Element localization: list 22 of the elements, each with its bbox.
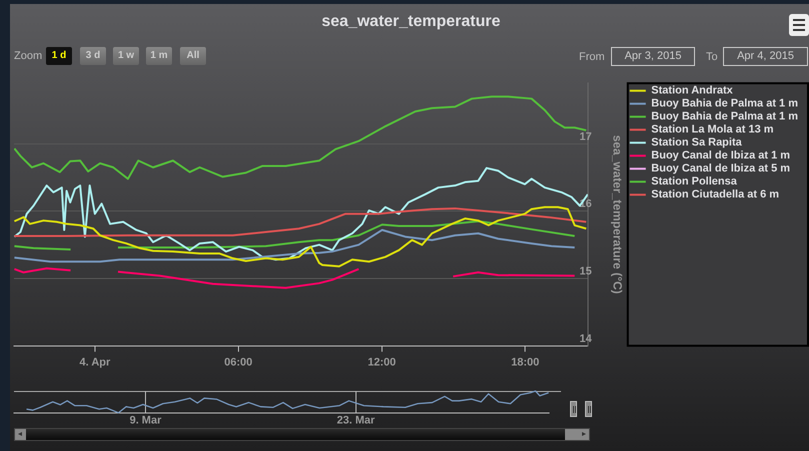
text: To bbox=[706, 50, 718, 64]
legend-label: Station La Mola at 13 m bbox=[651, 124, 774, 136]
legend-label: Station Pollensa bbox=[651, 176, 738, 188]
x-tick-label: 06:00 bbox=[224, 356, 252, 368]
y-axis-title: sea_water_temperature (°C) bbox=[610, 135, 624, 294]
x-tick-label: 23. Mar bbox=[336, 414, 376, 426]
text: From bbox=[579, 50, 605, 64]
legend-label: Buoy Canal de Ibiza at 5 m bbox=[651, 162, 790, 175]
legend-label: Station Sa Rapita bbox=[651, 136, 743, 149]
legend-label: Buoy Canal de Ibiza at 1 m bbox=[651, 150, 790, 162]
x-tick-label: 9. Mar bbox=[130, 414, 162, 426]
x-tick-label: 12:00 bbox=[368, 356, 396, 368]
x-tick-label: 18:00 bbox=[511, 356, 540, 368]
y-tick-label: 17 bbox=[580, 130, 592, 143]
legend-label: Station Ciutadella at 6 m bbox=[651, 188, 780, 201]
x-tick-label: 4. Apr bbox=[80, 356, 111, 368]
text: Zoom bbox=[14, 49, 42, 63]
y-tick-label: 15 bbox=[580, 266, 592, 278]
legend-label: Buoy Bahia de Palma at 1 m bbox=[651, 98, 798, 110]
chart-title: sea_water_temperature bbox=[322, 13, 500, 30]
legend-label: Buoy Bahia de Palma at 1 m bbox=[651, 110, 798, 123]
legend-label: Station Andratx bbox=[651, 84, 734, 97]
